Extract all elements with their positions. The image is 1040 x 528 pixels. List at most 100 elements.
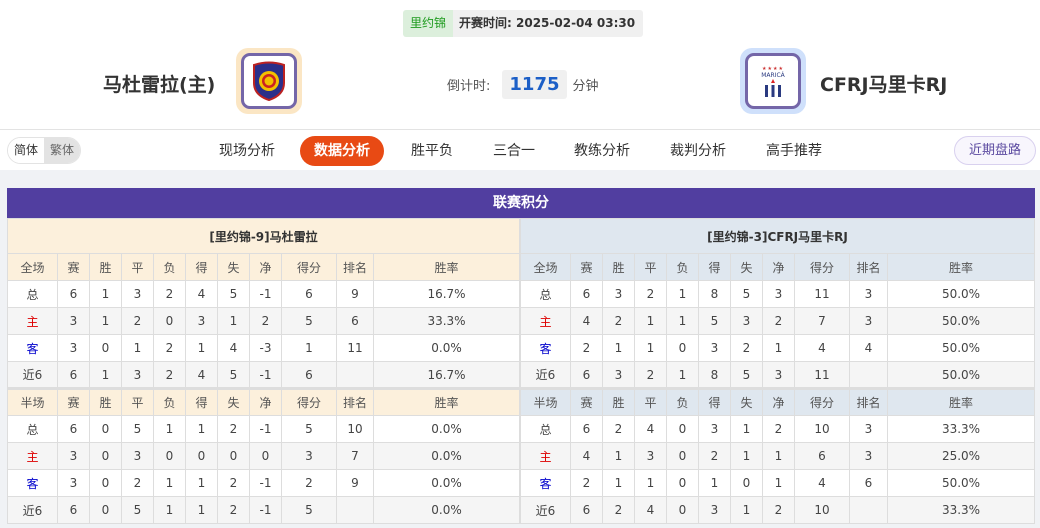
table-cell: 1 — [762, 334, 795, 362]
table-cell: 50.0% — [887, 307, 1035, 335]
column-header: 净 — [249, 387, 282, 416]
team-standing-title: [里约锦-9]马杜雷拉 — [7, 218, 520, 254]
table-cell: 1 — [602, 469, 635, 497]
table-cell: 7 — [794, 307, 850, 335]
table-cell: 2 — [634, 361, 667, 389]
table-cell: 1 — [634, 334, 667, 362]
table-row: 客 3 0 2 1 1 2 -1 2 9 0.0% — [7, 469, 520, 497]
table-cell: 6 — [281, 361, 337, 389]
column-header: 全场 — [520, 253, 571, 281]
table-cell: 4 — [634, 415, 667, 443]
table-cell: 2 — [281, 469, 337, 497]
row-label: 总 — [520, 280, 571, 308]
table-cell: 1 — [730, 415, 763, 443]
column-header: 胜率 — [887, 253, 1035, 281]
away-team-name[interactable]: CFRJ马里卡RJ — [820, 74, 948, 96]
table-cell: 5 — [730, 280, 763, 308]
table-cell: 2 — [602, 415, 635, 443]
table-cell: 3 — [762, 280, 795, 308]
table-cell: 4 — [849, 334, 888, 362]
tab-three-in-one[interactable]: 三合一 — [493, 143, 535, 159]
table-row: 客 2 1 1 0 3 2 1 4 4 50.0% — [520, 334, 1035, 362]
table-row: 近6 6 3 2 1 8 5 3 11 50.0% — [520, 361, 1035, 389]
table-cell: 3 — [602, 361, 635, 389]
away-team-logo[interactable]: ★★★★ MARICÁ — [740, 48, 806, 114]
table-cell: 1 — [153, 469, 186, 497]
table-cell: 0.0% — [373, 496, 520, 524]
tab-data-analysis[interactable]: 数据分析 — [300, 136, 384, 166]
table-cell: 25.0% — [887, 442, 1035, 470]
table-cell: 1 — [666, 361, 699, 389]
table-cell: 4 — [570, 442, 603, 470]
table-cell: 0 — [666, 415, 699, 443]
column-header: 平 — [121, 253, 154, 281]
table-cell: 0 — [89, 442, 122, 470]
column-header: 胜率 — [373, 387, 520, 416]
tab-referee-analysis[interactable]: 裁判分析 — [670, 143, 726, 159]
table-cell: 0 — [89, 334, 122, 362]
table-cell: 1 — [602, 442, 635, 470]
table-cell: 4 — [794, 334, 850, 362]
table-cell: 7 — [336, 442, 374, 470]
column-header: 全场 — [7, 253, 58, 281]
table-row: 总 6 3 2 1 8 5 3 11 3 50.0% — [520, 280, 1035, 308]
table-cell — [336, 496, 374, 524]
table-cell: 3 — [698, 415, 731, 443]
tab-coach-analysis[interactable]: 教练分析 — [574, 143, 630, 159]
table-cell: 2 — [762, 307, 795, 335]
table-cell: 1 — [185, 415, 218, 443]
table-cell: -1 — [249, 469, 282, 497]
traditional-button[interactable]: 繁体 — [44, 138, 81, 163]
team-standing-title: [里约锦-3]CFRJ马里卡RJ — [520, 218, 1035, 254]
table-cell: 3 — [849, 415, 888, 443]
table-cell: 0 — [217, 442, 250, 470]
table-cell: 1 — [730, 442, 763, 470]
table-cell: 3 — [57, 334, 90, 362]
table-cell: 3 — [185, 307, 218, 335]
recent-odds-button[interactable]: 近期盘路 — [954, 136, 1036, 165]
column-header: 失 — [217, 387, 250, 416]
table-cell: 0.0% — [373, 415, 520, 443]
row-label: 总 — [7, 280, 58, 308]
table-cell: 33.3% — [887, 415, 1035, 443]
shield-icon — [253, 61, 285, 101]
column-header: 负 — [666, 387, 699, 416]
table-cell: 0 — [666, 469, 699, 497]
column-header: 胜 — [89, 387, 122, 416]
table-cell: 1 — [185, 334, 218, 362]
table-cell: 3 — [698, 334, 731, 362]
half-header-row: 半场赛胜平负得失净得分 排名 胜率 — [7, 387, 520, 416]
table-cell: 5 — [281, 307, 337, 335]
table-cell: 2 — [602, 307, 635, 335]
league-label[interactable]: 里约锦 — [403, 10, 454, 37]
row-label: 主 — [7, 442, 58, 470]
column-header: 负 — [666, 253, 699, 281]
column-header: 得 — [185, 387, 218, 416]
table-cell: 0.0% — [373, 442, 520, 470]
table-cell: 2 — [121, 469, 154, 497]
club-crest-icon — [765, 78, 781, 97]
table-cell: 6 — [281, 280, 337, 308]
tab-expert-picks[interactable]: 高手推荐 — [766, 143, 822, 159]
table-cell: 0 — [89, 469, 122, 497]
column-header: 平 — [634, 253, 667, 281]
table-cell: 9 — [336, 280, 374, 308]
table-cell: 1 — [666, 307, 699, 335]
table-cell: -1 — [249, 280, 282, 308]
half-header-row: 半场赛胜平负得失净得分 排名 胜率 — [520, 387, 1035, 416]
tab-win-draw-lose[interactable]: 胜平负 — [411, 143, 453, 159]
home-team-name[interactable]: 马杜雷拉(主) — [103, 74, 216, 96]
home-team-logo[interactable] — [236, 48, 302, 114]
table-cell: 2 — [730, 334, 763, 362]
column-header: 得 — [185, 253, 218, 281]
table-cell: 0 — [89, 496, 122, 524]
table-cell: 1 — [666, 280, 699, 308]
row-label: 主 — [520, 442, 571, 470]
table-cell — [849, 496, 888, 524]
table-cell: 33.3% — [373, 307, 520, 335]
table-row: 主 4 2 1 1 5 3 2 7 3 50.0% — [520, 307, 1035, 335]
tab-live-analysis[interactable]: 现场分析 — [219, 143, 275, 159]
simplified-button[interactable]: 简体 — [8, 138, 45, 163]
table-cell: 50.0% — [887, 280, 1035, 308]
table-cell: 2 — [217, 415, 250, 443]
